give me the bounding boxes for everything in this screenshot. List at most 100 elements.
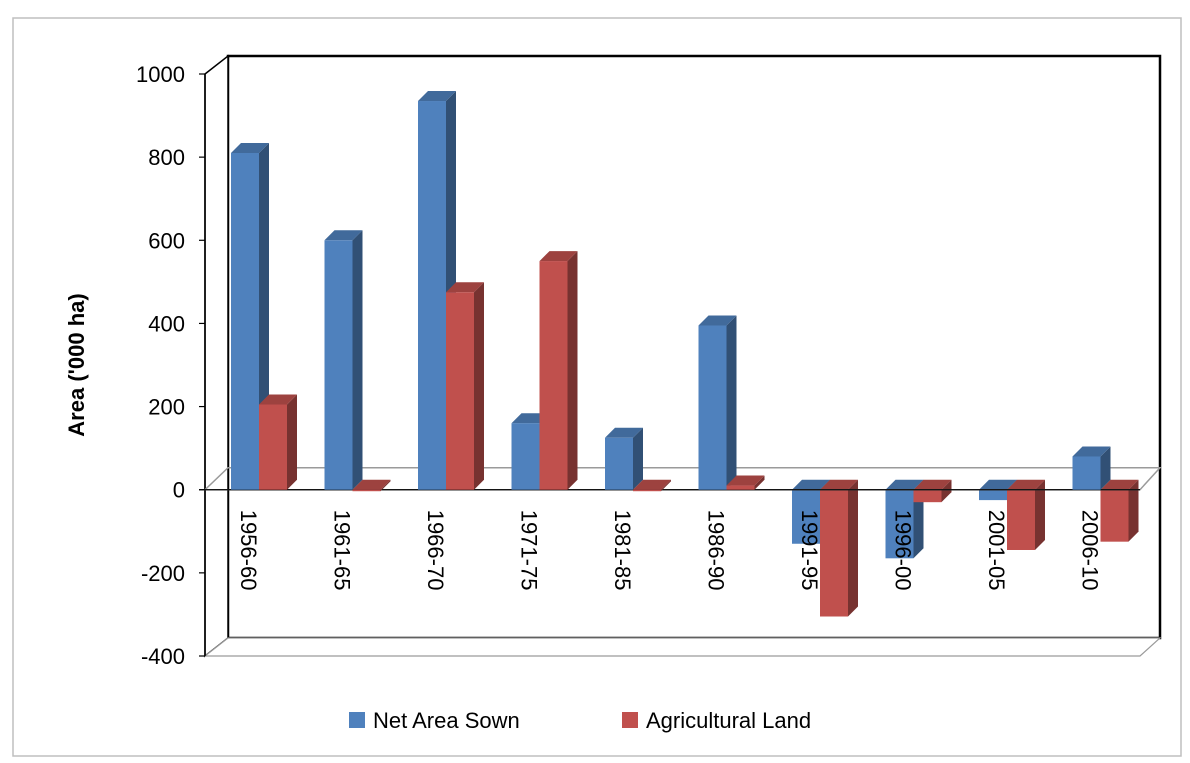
bar-top-agricultural-land-2001-05 [1007, 479, 1045, 490]
bottom-floor [203, 637, 1162, 657]
bar-side-net-area-sown-1981-85 [633, 427, 643, 490]
positive-bars [231, 91, 1111, 492]
bar-front-agricultural-land-2001-05 [1007, 489, 1035, 550]
bar-net-area-sown-2006-10 [1072, 446, 1111, 490]
bar-front-agricultural-land-1971-75 [539, 261, 568, 490]
y-tick-label-600: 600 [148, 228, 185, 253]
bar-front-net-area-sown-1991-95 [792, 489, 820, 544]
legend: Net Area Sown Agricultural Land [349, 708, 811, 733]
bar-front-agricultural-land-1991-95 [820, 489, 848, 617]
bar-top-net-area-sown-1981-85 [605, 427, 643, 438]
bar-top-agricultural-land-1996-00 [913, 479, 952, 490]
negative-bars [792, 479, 1139, 617]
bar-front-agricultural-land-2006-10 [1100, 489, 1129, 542]
bar-top-net-area-sown-2006-10 [1072, 446, 1111, 457]
bar-side-agricultural-land-1986-90 [754, 475, 765, 490]
y-tick-label-200: 200 [148, 395, 185, 420]
bar-side-agricultural-land-1991-95 [848, 479, 858, 617]
bar-front-net-area-sown-1956-60 [231, 152, 259, 490]
bar-agricultural-land-1991-95 [820, 479, 858, 617]
category-label-1971-75: 1971-75 [517, 510, 542, 591]
bar-side-agricultural-land-1961-65 [380, 479, 391, 492]
bar-top-agricultural-land-2006-10 [1100, 479, 1139, 490]
category-label-1996-00: 1996-00 [891, 510, 916, 591]
category-labels: 1956-60 1961-65 1966-70 1971-75 1981-85 1986-… [236, 510, 1103, 591]
bar-net-area-sown-1986-90 [698, 315, 737, 490]
bar-side-agricultural-land-1996-00 [941, 479, 952, 503]
bar-agricultural-land-1971-75 [539, 251, 578, 490]
bar-agricultural-land-1956-60 [259, 394, 297, 490]
bar-side-agricultural-land-1981-85 [661, 479, 671, 492]
bar-side-agricultural-land-2006-10 [1128, 479, 1139, 542]
bar-agricultural-land-1996-00 [913, 479, 952, 503]
y-axis-title: Area ('000 ha) [64, 293, 89, 436]
y-tick-label-200: -200 [141, 561, 185, 586]
bar-top-agricultural-land-1961-65 [352, 479, 391, 490]
bar-side-agricultural-land-1971-75 [567, 251, 578, 490]
legend-label-agricultural-land: Agricultural Land [646, 708, 811, 733]
bar-front-agricultural-land-1961-65 [352, 489, 381, 492]
y-tick-label-800: 800 [148, 145, 185, 170]
category-label-1956-60: 1956-60 [236, 510, 261, 591]
back-wall [226, 54, 1162, 640]
category-label-1961-65: 1961-65 [330, 510, 355, 591]
bar-agricultural-land-2006-10 [1100, 479, 1139, 542]
bar-top-net-area-sown-2001-05 [979, 479, 1017, 490]
y-tick-label-400: 400 [148, 311, 185, 336]
bar-front-net-area-sown-1986-90 [698, 325, 727, 490]
bar-top-agricultural-land-1981-85 [633, 479, 671, 490]
legend-label-net-area-sown: Net Area Sown [373, 708, 520, 733]
bar-side-agricultural-land-1956-60 [287, 394, 297, 490]
bar-top-agricultural-land-1971-75 [539, 251, 578, 262]
bar-front-net-area-sown-2001-05 [979, 489, 1007, 501]
bar-top-net-area-sown-1991-95 [792, 479, 830, 490]
bar-front-agricultural-land-1986-90 [726, 485, 755, 490]
category-label-1981-85: 1981-85 [610, 510, 635, 591]
side-wall [204, 54, 229, 658]
bar-agricultural-land-1986-90 [726, 475, 765, 490]
category-label-1991-95: 1991-95 [797, 510, 822, 591]
bar-net-area-sown-1961-65 [324, 230, 363, 490]
bar-front-net-area-sown-1966-70 [418, 101, 446, 490]
bar-side-agricultural-land-2001-05 [1035, 479, 1045, 550]
category-label-1986-90: 1986-90 [704, 510, 729, 591]
bar-top-net-area-sown-1961-65 [324, 230, 363, 241]
bar-front-net-area-sown-1981-85 [605, 437, 633, 490]
y-tick-label-1000: 1000 [136, 62, 185, 87]
bar-front-net-area-sown-2006-10 [1072, 456, 1101, 490]
bar-front-agricultural-land-1956-60 [259, 404, 287, 490]
y-tick-label-400: -400 [141, 644, 185, 669]
bar-agricultural-land-2001-05 [1007, 479, 1045, 550]
bar-side-agricultural-land-1966-70 [474, 282, 484, 490]
bar-front-agricultural-land-1996-00 [913, 489, 942, 503]
legend-swatch-net-area-sown [349, 712, 365, 728]
bar-side-net-area-sown-1986-90 [726, 315, 737, 490]
category-label-2001-05: 2001-05 [984, 510, 1009, 591]
bar-side-net-area-sown-1961-65 [352, 230, 363, 490]
bar-top-agricultural-land-1956-60 [259, 394, 297, 405]
bar-front-agricultural-land-1981-85 [633, 489, 661, 492]
bar-top-agricultural-land-1966-70 [446, 282, 484, 293]
bar-top-agricultural-land-1991-95 [820, 479, 858, 490]
bar-front-net-area-sown-1961-65 [324, 240, 353, 490]
bar-front-net-area-sown-1996-00 [885, 489, 914, 559]
bar-agricultural-land-1961-65 [352, 479, 391, 492]
bar-top-net-area-sown-1986-90 [698, 315, 737, 326]
bar-agricultural-land-1981-85 [633, 479, 671, 492]
category-label-1966-70: 1966-70 [423, 510, 448, 591]
bar-agricultural-land-1966-70 [446, 282, 484, 490]
bar-top-agricultural-land-1986-90 [726, 475, 765, 486]
bar-net-area-sown-1981-85 [605, 427, 643, 490]
bar-top-net-area-sown-1996-00 [885, 479, 924, 490]
bar-top-net-area-sown-1956-60 [231, 142, 269, 153]
bar-front-net-area-sown-1971-75 [511, 423, 540, 490]
bar-side-net-area-sown-2006-10 [1100, 446, 1111, 490]
y-tick-label-0: 0 [173, 478, 185, 503]
bar-top-net-area-sown-1966-70 [418, 91, 456, 102]
bar-front-agricultural-land-1966-70 [446, 292, 474, 490]
category-label-2006-10: 2006-10 [1078, 510, 1103, 591]
legend-swatch-agricultural-land [622, 712, 638, 728]
y-axis: 1000 800 600 400 200 0 -200 -400 [136, 62, 206, 669]
